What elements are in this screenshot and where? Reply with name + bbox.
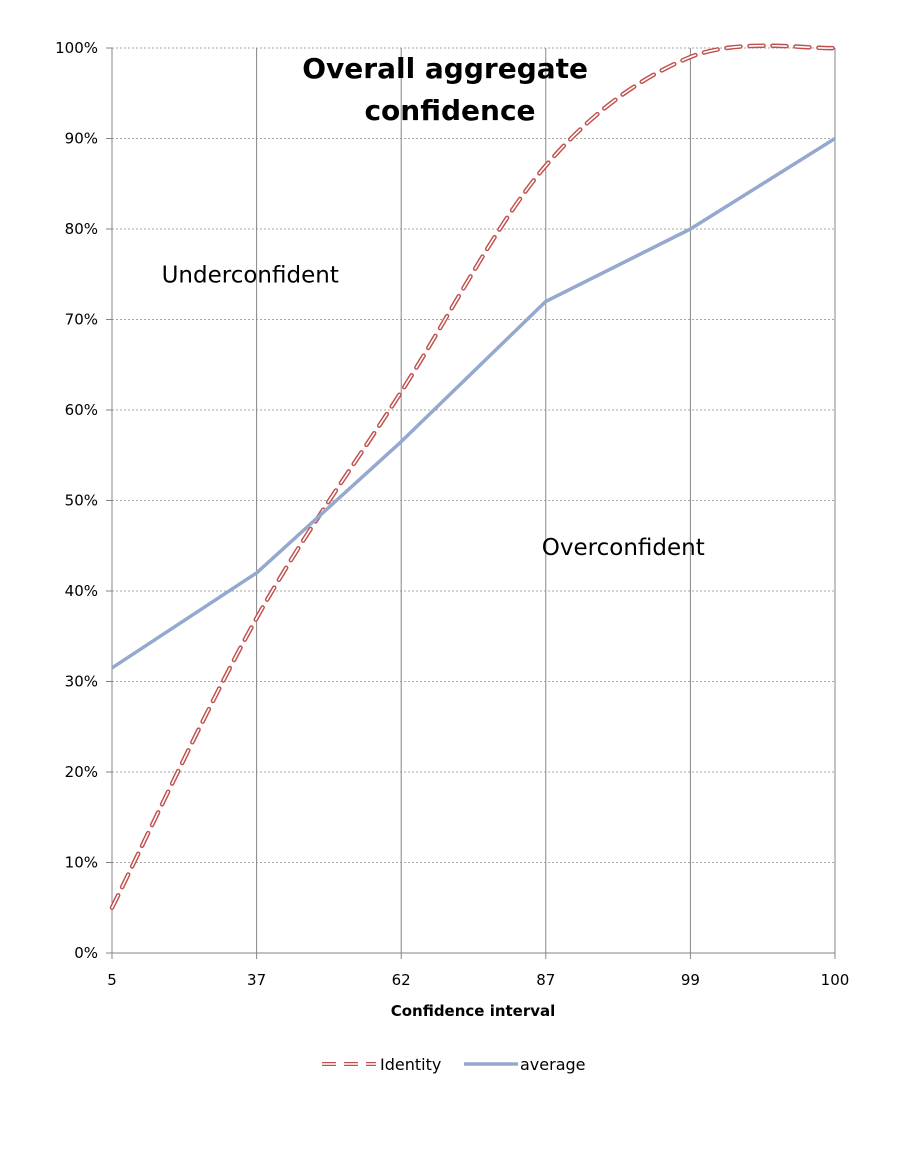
y-tick-label: 20% (65, 763, 98, 781)
chart-title-line-1: Overall aggregate (302, 52, 588, 85)
x-tick-label: 99 (681, 971, 700, 989)
series-layer (109, 43, 838, 910)
annotation-underconfident: Underconfident (162, 262, 339, 288)
y-tick-label: 40% (65, 582, 98, 600)
chart-title: Overall aggregate confidence (302, 52, 598, 127)
y-tick-label: 90% (65, 130, 98, 148)
y-tick-label: 80% (65, 220, 98, 238)
series-line-identity (109, 43, 838, 910)
y-tick-label: 30% (65, 673, 98, 691)
chart-title-line-2: confidence (364, 94, 535, 127)
series-line-average (111, 137, 836, 670)
x-tick-label: 37 (247, 971, 266, 989)
x-tick-label: 100 (821, 971, 850, 989)
y-tick-label: 10% (65, 854, 98, 872)
legend: Identity average (322, 1055, 586, 1074)
y-tick-label: 60% (65, 401, 98, 419)
grid (112, 47, 836, 953)
y-tick-label: 100% (55, 39, 98, 57)
x-axis-label: Confidence interval (391, 1002, 556, 1020)
annotation-overconfident: Overconfident (542, 535, 705, 561)
x-tick-label: 5 (107, 971, 117, 989)
y-tick-label: 50% (65, 492, 98, 510)
legend-label-identity: Identity (380, 1055, 441, 1074)
legend-label-average: average (520, 1055, 586, 1074)
series-line-identity-inner (111, 44, 836, 909)
y-tick-label: 70% (65, 311, 98, 329)
y-tick-label: 0% (74, 944, 98, 962)
x-tick-label: 87 (536, 971, 555, 989)
x-tick-label: 62 (392, 971, 411, 989)
axes: 0% 10% 20% 30% 40% 50% 60% 70% 80% 90% 100% 5 37 62 87… (55, 39, 849, 989)
